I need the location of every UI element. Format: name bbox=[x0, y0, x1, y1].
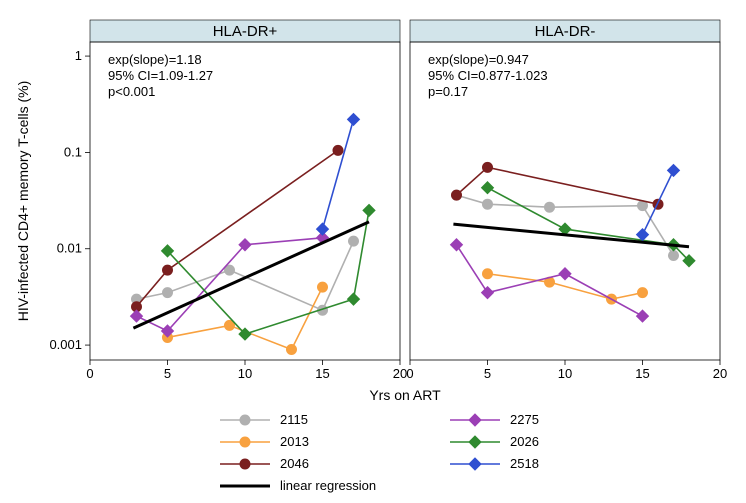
x-tick-label: 0 bbox=[406, 366, 413, 381]
x-tick-label: 20 bbox=[713, 366, 727, 381]
stats-text: exp(slope)=1.18 bbox=[108, 52, 202, 67]
chart-svg: HLA-DR+ HLA-DR- 0.001 0.01 0.1 1 HIV-infected … bbox=[0, 0, 746, 503]
x-tick-label: 5 bbox=[484, 366, 491, 381]
x-axis-label: Yrs on ART bbox=[369, 387, 441, 403]
y-tick-label: 0.1 bbox=[64, 144, 82, 159]
x-tick-label: 10 bbox=[238, 366, 252, 381]
stats-text: 95% CI=1.09-1.27 bbox=[108, 68, 213, 83]
legend-label: linear regression bbox=[280, 478, 376, 493]
y-axis-label: HIV-infected CD4+ memory T-cells (%) bbox=[15, 81, 31, 322]
x-tick-label: 15 bbox=[315, 366, 329, 381]
stats-text: 95% CI=0.877-1.023 bbox=[428, 68, 548, 83]
chart-container: HLA-DR+ HLA-DR- 0.001 0.01 0.1 1 HIV-infected … bbox=[0, 0, 746, 503]
legend-label: 2013 bbox=[280, 434, 309, 449]
y-tick-label: 1 bbox=[75, 48, 82, 63]
series-line-2518 bbox=[323, 119, 354, 229]
x-tick-label: 10 bbox=[558, 366, 572, 381]
x-tick-label: 0 bbox=[86, 366, 93, 381]
panel-title: HLA-DR- bbox=[535, 23, 596, 40]
y-tick-label: 0.01 bbox=[57, 241, 82, 256]
stats-text: p=0.17 bbox=[428, 84, 468, 99]
regression-line bbox=[453, 224, 689, 247]
series-line-2046 bbox=[137, 150, 339, 306]
series-line-2026 bbox=[488, 188, 690, 261]
y-tick-label: 0.001 bbox=[49, 337, 82, 352]
x-tick-label: 15 bbox=[635, 366, 649, 381]
legend-label: 2046 bbox=[280, 456, 309, 471]
legend-label: 2115 bbox=[280, 412, 308, 427]
stats-text: exp(slope)=0.947 bbox=[428, 52, 529, 67]
legend-label: 2518 bbox=[510, 456, 539, 471]
x-tick-label: 5 bbox=[164, 366, 171, 381]
legend-label: 2026 bbox=[510, 434, 539, 449]
stats-text: p<0.001 bbox=[108, 84, 155, 99]
panel-title: HLA-DR+ bbox=[213, 23, 278, 40]
legend-label: 2275 bbox=[510, 412, 539, 427]
x-tick-label: 20 bbox=[393, 366, 407, 381]
